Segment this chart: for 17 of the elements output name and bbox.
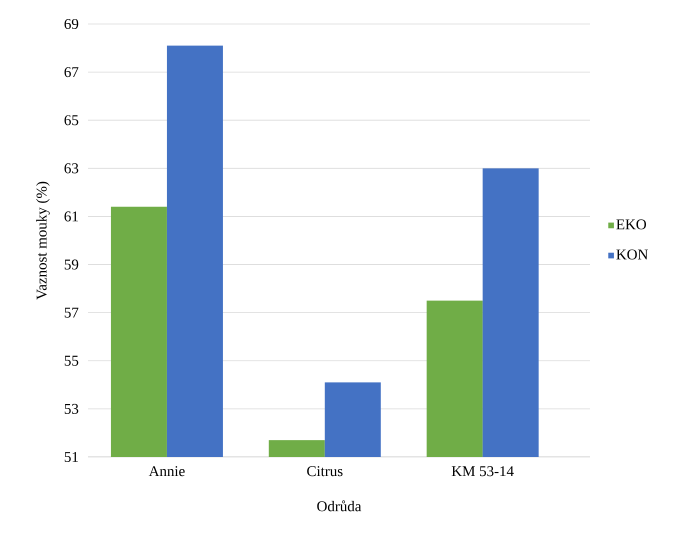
y-axis-title: Vaznost mouky (%) bbox=[36, 182, 50, 300]
y-tick-label: 63 bbox=[64, 163, 78, 174]
x-tick-label: Citrus bbox=[307, 466, 343, 476]
legend-label: KON bbox=[616, 249, 648, 260]
x-tick-label: KM 53-14 bbox=[452, 466, 514, 476]
y-tick-label: 59 bbox=[64, 260, 78, 270]
y-tick-label: 55 bbox=[64, 356, 78, 366]
y-tick-label: 65 bbox=[64, 115, 78, 126]
legend-label: EKO bbox=[616, 219, 646, 230]
x-axis-title: Odrůda bbox=[317, 500, 362, 512]
y-tick-label: 51 bbox=[64, 452, 78, 462]
y-tick-label: 67 bbox=[64, 67, 78, 78]
y-tick-label: 57 bbox=[64, 308, 78, 318]
y-tick-label: 53 bbox=[64, 404, 78, 414]
x-tick-label: Annie bbox=[148, 466, 185, 476]
y-tick-label: 69 bbox=[64, 18, 78, 29]
y-tick-label: 61 bbox=[64, 211, 78, 222]
